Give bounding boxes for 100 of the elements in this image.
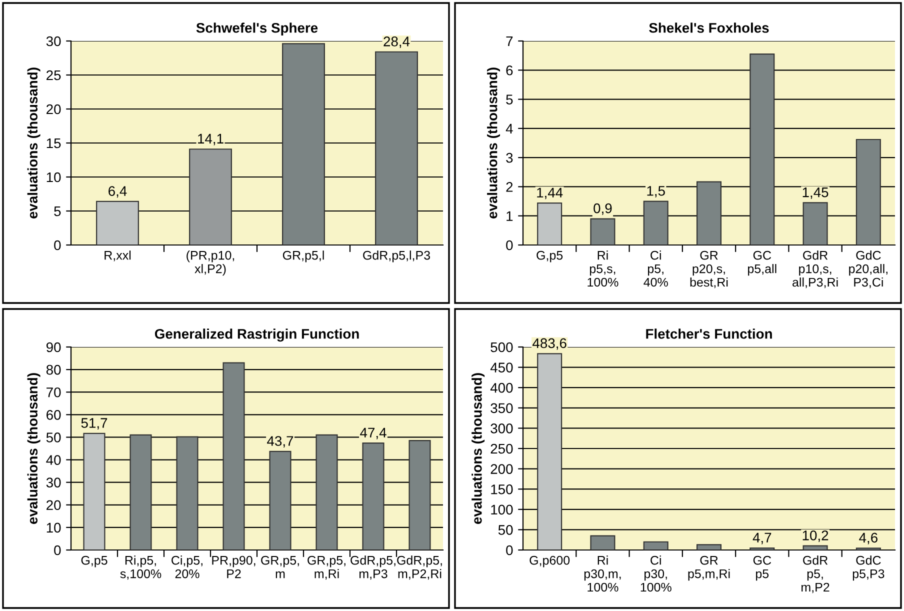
bar xyxy=(590,218,616,245)
y-tick-label: 20 xyxy=(46,500,61,510)
x-tick-label: PR,p90, P2 xyxy=(212,556,256,578)
x-tick-label: GdR,p5, m,P3 xyxy=(350,556,396,580)
bar xyxy=(537,202,562,245)
chart-title: Shekel's Foxholes xyxy=(649,22,769,33)
x-tick-label: GdR p5, m,P2 xyxy=(802,556,830,594)
x-tick-label: GdC p5,P3 xyxy=(852,556,884,581)
bar xyxy=(83,432,106,550)
data-label: 4,7 xyxy=(752,532,772,544)
bar xyxy=(96,200,139,245)
bar xyxy=(802,545,828,550)
bar xyxy=(643,541,668,550)
bar xyxy=(269,450,292,550)
x-tick-label: Ri p30,m, 100% xyxy=(584,556,621,592)
x-tick-label: GR,p5,l xyxy=(282,250,324,262)
bar xyxy=(222,362,245,550)
bar xyxy=(189,148,232,245)
y-axis-title: evaluations (thousand) xyxy=(27,373,40,524)
x-tick-label: GdR,p5,l,P3 xyxy=(363,250,430,262)
y-tick-label: 40 xyxy=(46,455,61,465)
y-tick-label: 5 xyxy=(54,206,61,216)
y-tick-label: 0 xyxy=(506,545,513,556)
y-tick-label: 100 xyxy=(491,504,513,515)
y-tick-label: 80 xyxy=(46,364,61,375)
y-tick-label: 10 xyxy=(46,172,61,182)
y-tick-label: 5 xyxy=(506,94,513,104)
data-label: 1,44 xyxy=(537,188,563,200)
bar xyxy=(696,544,722,550)
x-tick-label: R,xxl xyxy=(104,250,131,262)
data-label: 0,9 xyxy=(594,203,612,215)
data-label: 51,7 xyxy=(81,418,108,430)
y-tick-label: 450 xyxy=(490,362,513,372)
x-tick-label: Ri,p5, s,100% xyxy=(120,556,162,580)
x-tick-label: G,p5 xyxy=(536,250,563,262)
bar xyxy=(643,200,668,245)
bar xyxy=(282,43,325,245)
bar xyxy=(408,440,431,550)
bar xyxy=(176,436,198,550)
y-tick-label: 25 xyxy=(46,70,61,80)
chart-title: Fletcher's Function xyxy=(646,328,772,339)
y-tick-label: 10 xyxy=(46,522,61,533)
x-tick-label: GdR p10,s, all,P3,Ri xyxy=(792,250,838,288)
y-tick-label: 0 xyxy=(506,240,513,250)
y-tick-label: 6 xyxy=(506,65,513,76)
data-label: 28,4 xyxy=(384,36,410,48)
x-tick-label: GC p5,all xyxy=(748,250,776,276)
y-tick-label: 2 xyxy=(506,182,513,192)
y-tick-label: 400 xyxy=(490,382,513,393)
y-tick-label: 3 xyxy=(506,152,513,163)
y-tick-label: 70 xyxy=(46,387,61,398)
bar xyxy=(130,434,152,550)
x-tick-label: (PR,p10, xl,P2) xyxy=(186,250,234,276)
data-label: 43,7 xyxy=(267,436,294,448)
data-label: 47,4 xyxy=(360,428,386,440)
y-tick-label: 1 xyxy=(506,211,513,221)
bar xyxy=(537,353,562,550)
y-tick-label: 60 xyxy=(46,410,61,420)
y-tick-label: 50 xyxy=(498,525,513,535)
bar xyxy=(316,434,338,550)
y-tick-label: 30 xyxy=(46,36,61,46)
bar xyxy=(802,202,828,245)
y-tick-label: 30 xyxy=(46,478,61,488)
data-label: 14,1 xyxy=(198,134,224,146)
y-tick-label: 0 xyxy=(54,240,61,250)
y-tick-label: 15 xyxy=(46,138,61,148)
chart-title: Schwefel's Sphere xyxy=(196,22,318,36)
x-tick-label: GR,p5, m xyxy=(261,556,299,578)
chart-title: Generalized Rastrigin Function xyxy=(154,328,359,342)
y-axis-title: evaluations (thousand) xyxy=(27,68,40,218)
bar xyxy=(375,51,418,245)
y-tick-label: 300 xyxy=(490,424,513,434)
y-tick-label: 150 xyxy=(491,484,513,494)
bar xyxy=(362,442,384,550)
y-tick-label: 350 xyxy=(490,403,513,414)
x-tick-label: GR,p5, m,Ri xyxy=(308,556,346,580)
bar xyxy=(750,54,775,245)
data-label: 6,4 xyxy=(108,186,127,198)
data-label: 1,45 xyxy=(802,188,828,199)
x-tick-label: G,p600 xyxy=(530,556,570,568)
x-tick-label: GdR,p5, m,P2,Ri xyxy=(397,556,442,580)
x-tick-label: Ri p5,s, 100% xyxy=(588,250,618,287)
x-tick-label: G,p5 xyxy=(81,556,108,568)
data-label: 1,5 xyxy=(647,186,665,198)
bar xyxy=(590,535,616,550)
y-tick-label: 50 xyxy=(46,432,61,442)
x-tick-label: GR p5,m,Ri xyxy=(688,556,730,581)
y-axis-title: evaluations (thousand) xyxy=(472,373,485,524)
y-tick-label: 500 xyxy=(490,342,513,352)
y-tick-label: 90 xyxy=(46,342,61,352)
x-tick-label: GC p5 xyxy=(753,556,772,581)
y-tick-label: 200 xyxy=(490,464,513,474)
bar xyxy=(856,138,881,245)
bar xyxy=(696,181,722,245)
y-tick-label: 0 xyxy=(54,545,61,556)
y-tick-label: 4 xyxy=(506,124,513,134)
x-tick-label: Ci p30, 100% xyxy=(640,556,672,592)
x-tick-label: Ci,p5, 20% xyxy=(172,556,202,578)
data-label: 4,6 xyxy=(859,532,878,544)
y-tick-label: 20 xyxy=(46,104,61,114)
